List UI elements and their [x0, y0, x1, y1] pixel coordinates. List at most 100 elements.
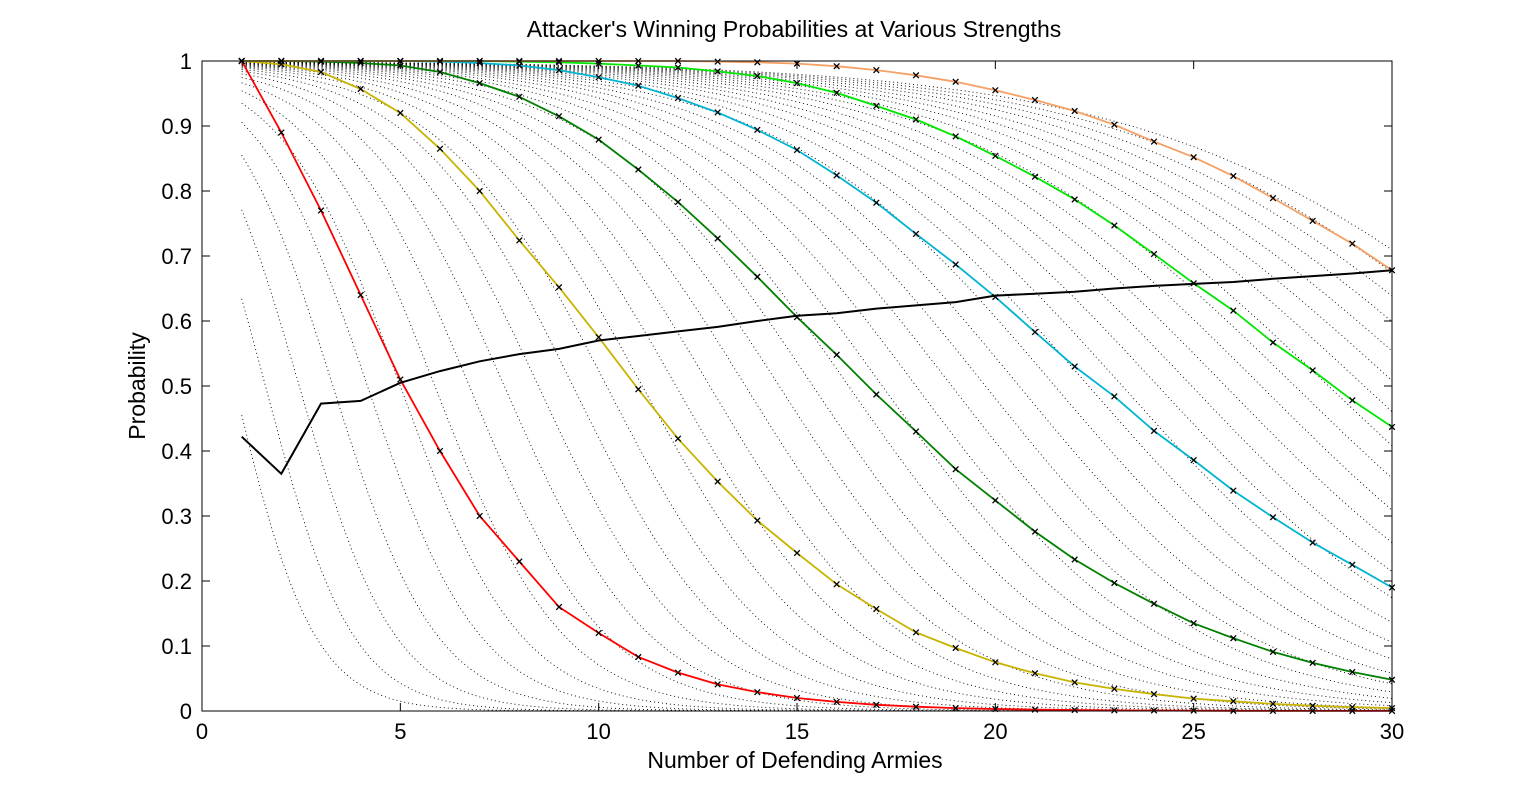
- series-line: [241, 269, 1393, 476]
- data-point-marker: [674, 64, 682, 71]
- y-tick-label: 0.2: [161, 569, 192, 594]
- data-point-marker: [833, 698, 840, 706]
- data-point-marker: [833, 89, 840, 97]
- data-point-marker: [754, 72, 761, 80]
- background-curve: [241, 61, 1392, 322]
- data-point-marker: [674, 669, 682, 676]
- background-curve: [241, 298, 1392, 711]
- data-point-marker: [912, 428, 920, 435]
- background-curve: [241, 61, 1392, 251]
- data-point-marker: [1031, 670, 1039, 677]
- background-curve: [241, 61, 1392, 572]
- x-tick-label: 0: [196, 719, 208, 744]
- data-point-marker: [555, 59, 563, 66]
- background-curve: [241, 64, 1392, 710]
- data-point-marker: [714, 109, 721, 116]
- background-curve: [241, 82, 1392, 711]
- x-tick-label: 10: [586, 719, 610, 744]
- data-point-marker: [516, 93, 523, 101]
- data-point-marker: [793, 313, 801, 321]
- series-line: [240, 60, 1392, 712]
- data-point-marker: [595, 73, 602, 81]
- data-point-marker: [555, 66, 563, 74]
- data-point-marker: [833, 351, 840, 359]
- y-tick-label: 0.3: [161, 504, 192, 529]
- data-point-marker: [714, 68, 721, 75]
- data-point-marker: [952, 261, 959, 268]
- background-curve: [241, 63, 1392, 709]
- data-point-marker: [1190, 456, 1197, 464]
- data-point-marker: [1269, 514, 1277, 521]
- data-point-marker: [555, 112, 563, 120]
- data-point-marker: [1111, 707, 1118, 714]
- data-point-marker: [278, 129, 285, 136]
- x-tick-label: 30: [1380, 719, 1404, 744]
- y-axis-label: Probability: [124, 332, 150, 440]
- data-point-marker: [1230, 487, 1237, 494]
- data-point-marker: [555, 283, 563, 291]
- background-curve: [241, 63, 1392, 707]
- data-point-marker: [1190, 280, 1197, 287]
- data-point-marker: [754, 688, 761, 696]
- background-curve: [241, 61, 1392, 479]
- series-layer: [240, 60, 1393, 712]
- data-point-marker: [516, 558, 523, 565]
- data-point-marker: [357, 291, 364, 299]
- background-curve: [241, 102, 1392, 711]
- y-tick-label: 0.7: [161, 244, 192, 269]
- data-point-marker: [793, 146, 801, 154]
- x-tick-label: 25: [1181, 719, 1205, 744]
- data-point-marker: [1150, 138, 1158, 145]
- data-point-marker: [1031, 328, 1039, 336]
- data-point-marker: [833, 172, 840, 179]
- data-point-marker: [595, 136, 602, 143]
- data-point-marker: [476, 79, 483, 87]
- data-point-marker: [873, 391, 880, 398]
- data-point-marker: [357, 85, 364, 93]
- data-point-marker: [476, 512, 483, 520]
- data-point-marker: [912, 703, 920, 710]
- data-point-marker: [397, 109, 404, 117]
- data-point-marker: [1071, 556, 1078, 563]
- background-curve: [241, 61, 1392, 297]
- data-point-marker: [674, 435, 682, 442]
- axes-box: [201, 60, 1393, 712]
- background-curve: [241, 65, 1392, 711]
- data-point-marker: [1150, 690, 1158, 698]
- background-curve: [241, 61, 1392, 413]
- data-point-marker: [1111, 393, 1118, 400]
- background-curve: [241, 63, 1392, 704]
- background-curve: [241, 90, 1392, 711]
- data-point-marker: [476, 187, 483, 195]
- data-point-marker: [873, 701, 880, 709]
- data-point-marker: [397, 376, 404, 383]
- data-point-marker: [1230, 172, 1237, 180]
- data-point-marker: [1111, 685, 1118, 693]
- x-axis-label: Number of Defending Armies: [647, 747, 942, 773]
- data-point-marker: [1230, 634, 1237, 642]
- data-point-marker: [1071, 363, 1078, 370]
- data-point-marker: [873, 199, 880, 206]
- background-curve: [241, 62, 1392, 643]
- data-point-marker: [754, 59, 761, 66]
- data-point-marker: [952, 133, 959, 140]
- data-point-marker: [1031, 528, 1039, 535]
- background-curve: [241, 415, 1392, 711]
- background-curve: [241, 62, 1392, 599]
- data-point-marker: [595, 629, 602, 637]
- y-tick-label: 1: [180, 49, 192, 74]
- data-point-marker: [1269, 700, 1277, 708]
- ticks-layer: 0 5 10 15 20 25 30 0 0.1 0.2 0.3 0.4 0.5 0.6 0.7 0.8 0.9…: [161, 49, 1404, 744]
- data-point-marker: [1309, 702, 1316, 710]
- data-point-marker: [714, 478, 721, 485]
- data-point-marker: [1071, 107, 1078, 115]
- y-tick-label: 0.1: [161, 634, 192, 659]
- data-point-marker: [1190, 695, 1197, 702]
- data-point-marker: [1111, 222, 1118, 229]
- background-curve: [241, 209, 1392, 711]
- data-point-marker: [992, 658, 999, 666]
- data-point-marker: [635, 653, 642, 661]
- background-curve: [241, 62, 1392, 685]
- data-point-marker: [1150, 250, 1158, 258]
- data-point-marker: [992, 86, 999, 94]
